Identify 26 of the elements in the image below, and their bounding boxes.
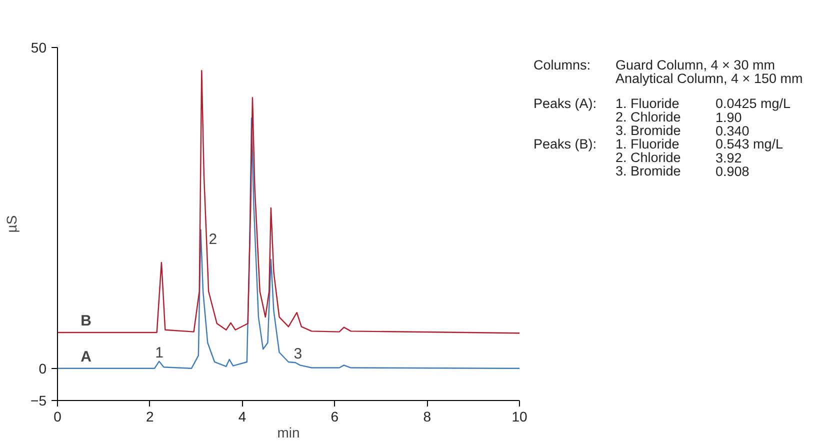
series-label: A (80, 348, 92, 366)
annotation: 2 (208, 230, 218, 248)
text: 2. Chloride 1.90 (616, 109, 742, 125)
x-tick-label: 6 (330, 408, 339, 424)
series-label: B (80, 312, 92, 330)
text: 2. Chloride 3.92 (616, 150, 742, 166)
x-tick-label: 4 (238, 408, 246, 424)
annotation: 1 (155, 344, 164, 362)
y-tick-label: 0 (38, 360, 47, 376)
line-series (58, 70, 520, 334)
text: Peaks (A): 1. Fluoride 0.0425 mg/L (534, 96, 791, 111)
x-tick-label: 10 (512, 408, 528, 424)
x-tick-label: 2 (146, 408, 154, 424)
x-tick-label: 8 (423, 408, 432, 424)
annotation: 3 (294, 346, 302, 363)
line-series (58, 118, 520, 370)
text: 3. Bromide 0.340 (616, 122, 750, 138)
text: Analytical Column, 4 × 150 mm (616, 71, 803, 86)
text: Columns: Guard Column, 4 × 30 mm (534, 58, 775, 73)
y-axis-title: µS (4, 215, 20, 233)
text: Peaks (B): 1. Fluoride 0.543 mg/L (534, 136, 784, 152)
y-tick-label: −5 (30, 392, 47, 408)
x-tick-label: 0 (54, 408, 62, 424)
x-axis-title: min (277, 424, 300, 440)
text: 3. Bromide 0.908 (616, 164, 750, 180)
y-tick-label: 50 (30, 40, 47, 56)
